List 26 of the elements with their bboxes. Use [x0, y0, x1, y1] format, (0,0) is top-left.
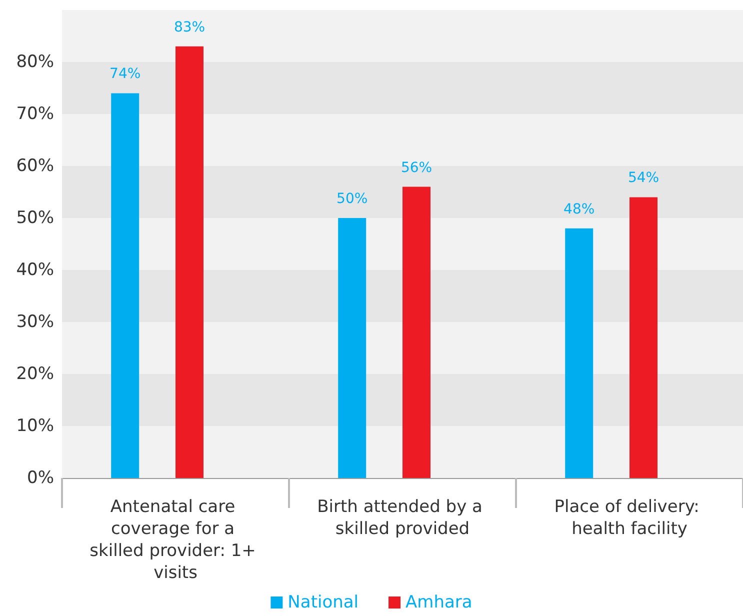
- data-label: 56%: [400, 160, 432, 176]
- data-label: 48%: [564, 201, 595, 218]
- bar: [630, 197, 658, 478]
- bar: [402, 186, 430, 478]
- y-tick-label: 40%: [16, 260, 54, 280]
- y-tick-label: 70%: [16, 104, 54, 124]
- bar: [338, 218, 366, 478]
- y-tick-label: 0%: [27, 468, 54, 488]
- bar: [111, 93, 140, 478]
- y-tick-label: 60%: [16, 156, 54, 176]
- x-tick-label: Birth attended by a skilled provided: [317, 497, 488, 539]
- bar: [176, 46, 204, 478]
- data-label: 74%: [110, 66, 141, 82]
- x-tick-label: Antenatal care coverage for a skilled provider: 1+ visits: [90, 497, 262, 583]
- data-label: 54%: [628, 170, 660, 186]
- y-tick-label: 80%: [16, 52, 54, 72]
- y-tick-label: 10%: [16, 416, 54, 436]
- y-tick-label: 50%: [16, 208, 54, 228]
- y-tick-label: 20%: [16, 364, 54, 384]
- data-label: 50%: [336, 191, 368, 207]
- data-label: 83%: [174, 19, 206, 36]
- legend-label: Amhara: [406, 592, 472, 612]
- legend-label: National: [288, 592, 359, 612]
- bar: [565, 228, 594, 478]
- y-tick-label: 30%: [16, 312, 54, 332]
- x-tick-label: Place of delivery: health facility: [554, 497, 705, 539]
